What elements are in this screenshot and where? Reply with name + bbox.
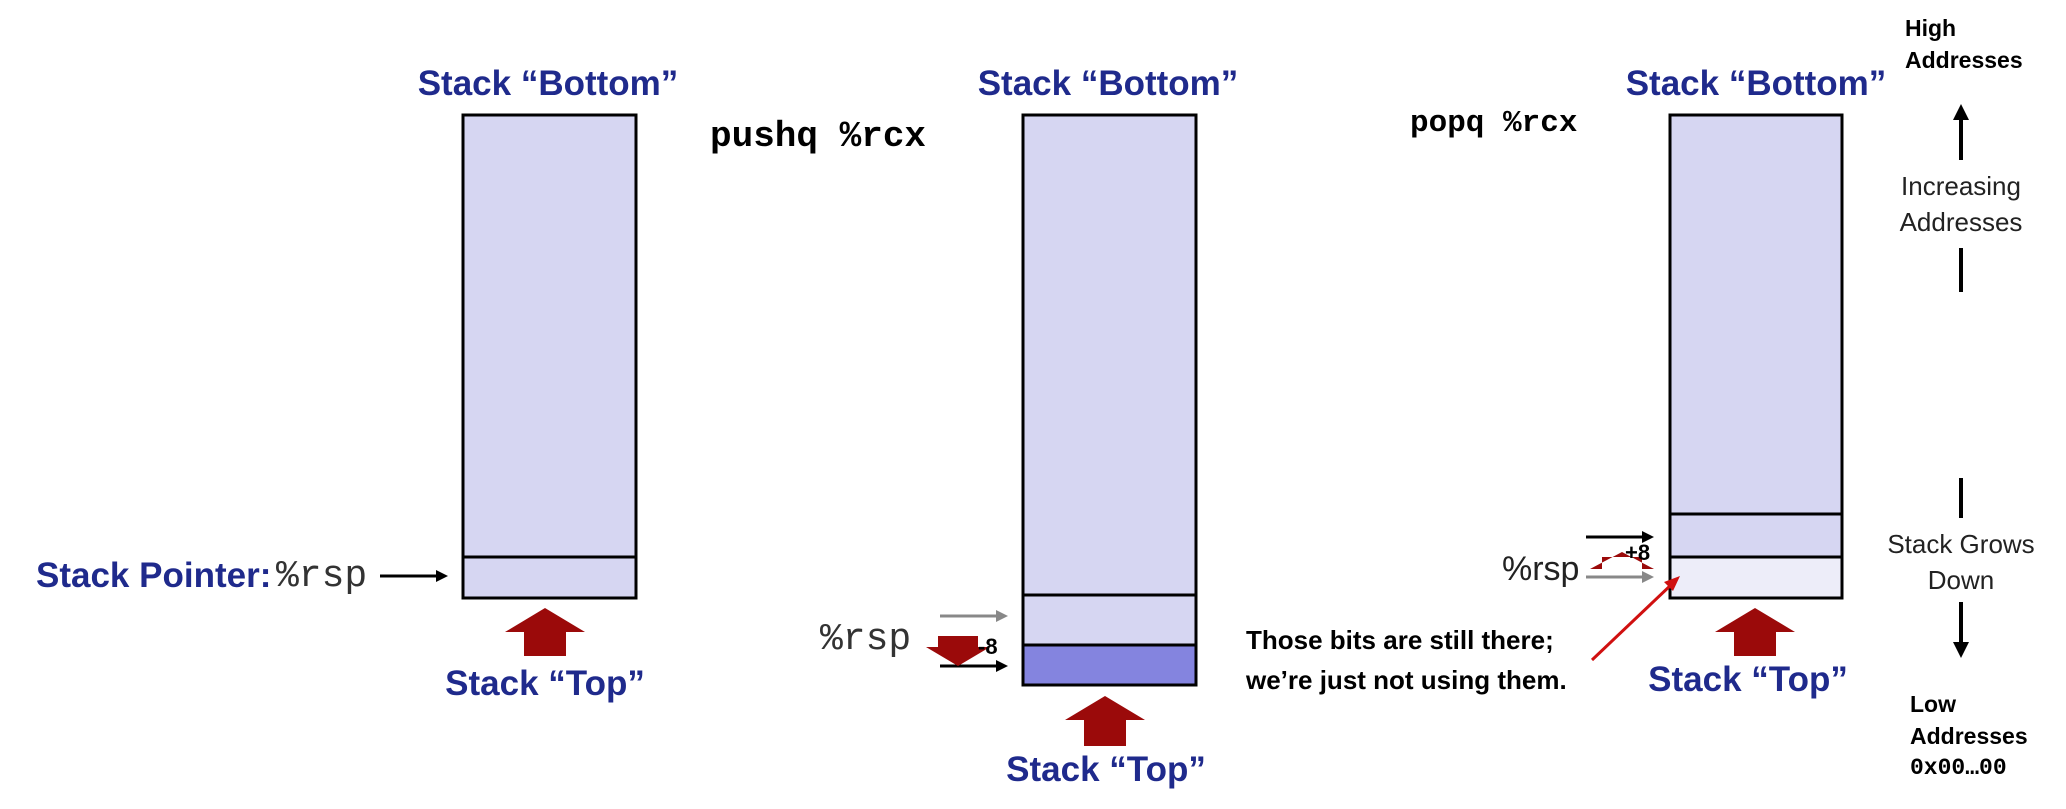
middle-new-pointer-arrowhead	[996, 660, 1008, 672]
middle-stack-column	[1021, 113, 1198, 687]
popq-instruction: popq %rcx	[1410, 106, 1578, 141]
left-stack-top-arrow	[505, 608, 585, 656]
middle-old-pointer-arrowhead	[996, 610, 1008, 622]
middle-pushed-slot	[1021, 643, 1198, 687]
left-stack-column	[461, 113, 638, 600]
right-old-pointer-arrowhead	[1642, 571, 1654, 583]
grows-down-arrowhead	[1953, 642, 1969, 658]
grows-label-line2: Down	[1927, 565, 1995, 595]
pushq-instruction: pushq %rcx	[710, 116, 927, 157]
note-pointer-arrowhead	[1664, 576, 1680, 591]
left-stack-pointer-label: Stack Pointer:	[36, 556, 272, 595]
left-stack-top-label: Stack “Top”	[445, 664, 645, 703]
low-label-line2: Addresses	[1910, 723, 2028, 749]
right-stack-column	[1668, 113, 1844, 600]
high-addresses-label: High Addresses	[1905, 12, 2023, 76]
right-stack-top-label: Stack “Top”	[1648, 660, 1848, 699]
note-pointer-arrow	[1590, 582, 1674, 662]
note-line-1: Those bits are still there;	[1246, 625, 1554, 655]
note-line-2: we’re just not using them.	[1246, 665, 1567, 695]
increasing-label-line1: Increasing	[1901, 171, 2021, 201]
high-label-line2: Addresses	[1905, 47, 2023, 73]
right-new-pointer-arrowhead	[1642, 531, 1654, 543]
left-stack-bottom-label: Stack “Bottom”	[417, 64, 679, 103]
right-offset-label: +8	[1625, 540, 1651, 565]
unused-bits-note: Those bits are still there; we’re just n…	[1246, 620, 1567, 700]
right-rsp-register: %rsp	[1502, 550, 1580, 588]
high-label-line1: High	[1905, 15, 1957, 41]
right-increment-arrow	[1590, 552, 1654, 569]
right-stack-bottom-label: Stack “Bottom”	[1625, 64, 1887, 103]
middle-stack-top-arrow	[1065, 696, 1145, 746]
middle-decrement-arrow	[926, 636, 990, 666]
right-stack-top-arrow	[1715, 608, 1795, 656]
low-addresses-label: Low Addresses 0x00…00	[1910, 688, 2028, 784]
low-label-line1: Low	[1910, 691, 1956, 717]
middle-rsp-register: %rsp	[820, 618, 912, 661]
grows-label-line1: Stack Grows	[1887, 529, 2035, 559]
increasing-label-line2: Addresses	[1899, 207, 2023, 237]
middle-offset-label: -8	[978, 634, 998, 659]
left-pointer-arrowhead	[436, 570, 448, 582]
left-rsp-register: %rsp	[276, 555, 368, 598]
stack-grows-down-label: Stack Grows Down	[1887, 526, 2034, 598]
increasing-addresses-label: Increasing Addresses	[1900, 168, 2023, 240]
low-label-line3: 0x00…00	[1910, 755, 2007, 781]
right-popped-slot	[1668, 555, 1844, 600]
increasing-up-arrowhead	[1953, 104, 1969, 120]
middle-stack-top-label: Stack “Top”	[1006, 750, 1206, 789]
middle-stack-bottom-label: Stack “Bottom”	[977, 64, 1239, 103]
